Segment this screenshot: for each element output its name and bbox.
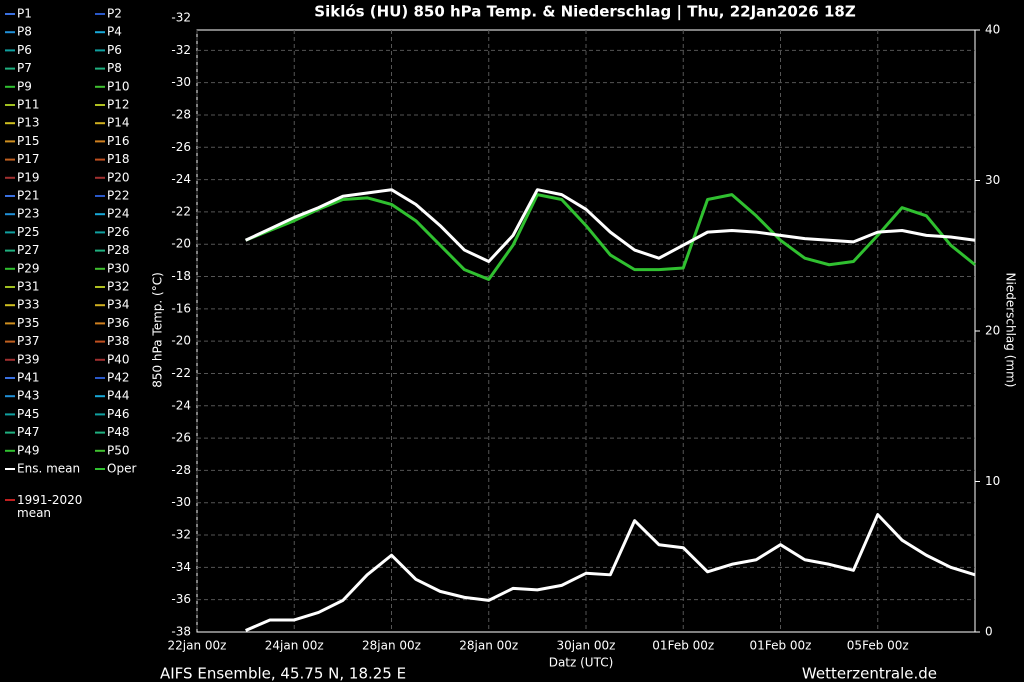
y-tick-label: -32 <box>171 43 191 57</box>
legend-label: P22 <box>107 189 130 203</box>
legend-label: P25 <box>17 225 40 239</box>
legend-label: P23 <box>17 207 40 221</box>
y-tick-label: -36 <box>171 592 191 606</box>
y-tick-label: -26 <box>171 431 191 445</box>
legend-label: P49 <box>17 443 40 457</box>
legend-label: P34 <box>107 298 130 312</box>
legend-label: P47 <box>17 425 40 439</box>
legend-label: P7 <box>17 61 32 75</box>
x-tick-label: 30jan 00z <box>557 639 616 653</box>
legend-label: P33 <box>17 298 40 312</box>
legend-label: P50 <box>107 443 130 457</box>
legend-label: P44 <box>107 389 130 403</box>
y-tick-label: -26 <box>171 140 191 154</box>
legend-label: P36 <box>107 316 130 330</box>
legend-label: P41 <box>17 371 40 385</box>
legend-label: P30 <box>107 261 130 275</box>
legend-label: P8 <box>17 25 32 39</box>
legend-label: P17 <box>17 152 40 166</box>
legend-label: P24 <box>107 207 130 221</box>
x-tick-label: 24jan 00z <box>265 639 324 653</box>
legend-label: P32 <box>107 280 130 294</box>
legend-label: P1 <box>17 7 32 21</box>
legend-label: Oper <box>107 462 136 476</box>
legend-label: P46 <box>107 407 130 421</box>
y-tick-label: -20 <box>171 237 191 251</box>
legend-label: P11 <box>17 98 40 112</box>
y-tick-label: -38 <box>171 625 191 639</box>
y-axis-label: 850 hPa Temp. (°C) <box>151 272 165 388</box>
climate-legend-label: 1991-2020 mean <box>17 493 83 520</box>
y-tick-label: -28 <box>171 463 191 477</box>
legend-label: P37 <box>17 334 40 348</box>
legend-label: P10 <box>107 79 130 93</box>
y2-tick-label: 40 <box>985 23 1000 37</box>
legend-label: P28 <box>107 243 130 257</box>
y2-tick-label: 10 <box>985 474 1000 488</box>
y-tick-label: -16 <box>171 301 191 315</box>
legend-label: P26 <box>107 225 130 239</box>
legend-label: P18 <box>107 152 130 166</box>
legend-label: P12 <box>107 98 130 112</box>
legend-label: P6 <box>17 43 32 57</box>
y-tick-label: -22 <box>171 366 191 380</box>
chart-title: Siklós (HU) 850 hPa Temp. & Niederschlag… <box>314 3 856 22</box>
legend-label: P27 <box>17 243 40 257</box>
x-axis-label: Datz (UTC) <box>549 656 614 670</box>
x-tick-label: 05Feb 00z <box>847 639 909 653</box>
x-tick-label: 28jan 00z <box>362 639 421 653</box>
x-tick-label: 28jan 00z <box>459 639 518 653</box>
legend-label: P39 <box>17 352 40 366</box>
y-tick-label: -18 <box>171 269 191 283</box>
legend-label: P15 <box>17 134 40 148</box>
y-tick-label: -20 <box>171 334 191 348</box>
temp-line <box>244 188 976 263</box>
legend-label: P43 <box>17 389 40 403</box>
y2-tick-label: 20 <box>985 324 1000 338</box>
legend-label: P19 <box>17 170 40 184</box>
legend-label: P4 <box>107 25 122 39</box>
legend-label: P42 <box>107 371 130 385</box>
y-tick-label: -30 <box>171 495 191 509</box>
legend-label: P21 <box>17 189 40 203</box>
y2-axis-label: Niederschlag (mm) <box>1004 273 1018 388</box>
footer-left: AIFS Ensemble, 45.75 N, 18.25 E <box>160 665 406 682</box>
y-tick-label: -32 <box>171 528 191 542</box>
y-tick-label: -28 <box>171 107 191 121</box>
legend-label: P13 <box>17 116 40 130</box>
legend-label: P31 <box>17 280 40 294</box>
y2-tick-label: 0 <box>985 625 993 639</box>
legend-label: P48 <box>107 425 130 439</box>
legend-label: P16 <box>107 134 130 148</box>
footer-right: Wetterzentrale.de <box>802 665 937 682</box>
legend-label: P6 <box>107 43 122 57</box>
temp-line <box>245 193 976 281</box>
legend-label: P20 <box>107 170 130 184</box>
y-tick-label: -22 <box>171 204 191 218</box>
legend-label: P45 <box>17 407 40 421</box>
y-tick-label: -30 <box>171 75 191 89</box>
legend-label: P2 <box>107 7 122 21</box>
x-tick-label: 22jan 00z <box>168 639 227 653</box>
legend-label: Ens. mean <box>17 462 80 476</box>
y-tick-label: -24 <box>171 172 191 186</box>
legend-label: P9 <box>17 79 32 93</box>
legend-label: P29 <box>17 261 40 275</box>
legend-label: P35 <box>17 316 40 330</box>
x-tick-label: 01Feb 00z <box>750 639 812 653</box>
y2-tick-label: 30 <box>985 173 1000 187</box>
y-tick-label: -32 <box>171 11 191 25</box>
legend-label: P38 <box>107 334 130 348</box>
y-tick-label: -24 <box>171 398 191 412</box>
x-tick-label: 01Feb 00z <box>652 639 714 653</box>
legend-label: P40 <box>107 352 130 366</box>
y-tick-label: -34 <box>171 560 191 574</box>
legend-label: P14 <box>107 116 130 130</box>
precip-mean-line <box>245 513 976 632</box>
legend-label: P8 <box>107 61 122 75</box>
